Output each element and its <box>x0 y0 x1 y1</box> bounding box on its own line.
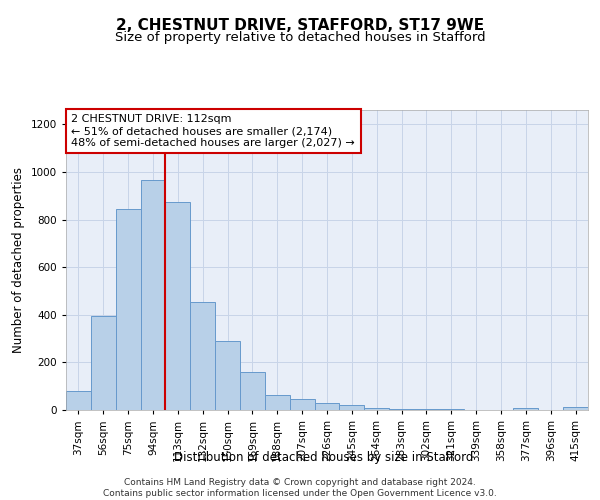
Text: Distribution of detached houses by size in Stafford: Distribution of detached houses by size … <box>175 451 473 464</box>
Bar <box>290 398 314 410</box>
Bar <box>116 209 140 410</box>
Bar <box>66 391 91 410</box>
Bar <box>265 394 290 410</box>
Text: Contains HM Land Registry data © Crown copyright and database right 2024.
Contai: Contains HM Land Registry data © Crown c… <box>103 478 497 498</box>
Bar <box>340 405 364 410</box>
Bar <box>240 372 265 410</box>
Bar <box>314 403 340 410</box>
Bar <box>514 408 538 410</box>
Bar <box>563 407 588 410</box>
Bar <box>140 180 166 410</box>
Y-axis label: Number of detached properties: Number of detached properties <box>12 167 25 353</box>
Text: 2, CHESTNUT DRIVE, STAFFORD, ST17 9WE: 2, CHESTNUT DRIVE, STAFFORD, ST17 9WE <box>116 18 484 32</box>
Bar <box>91 316 116 410</box>
Bar <box>215 341 240 410</box>
Text: Size of property relative to detached houses in Stafford: Size of property relative to detached ho… <box>115 31 485 44</box>
Bar <box>190 302 215 410</box>
Bar <box>166 202 190 410</box>
Text: 2 CHESTNUT DRIVE: 112sqm
← 51% of detached houses are smaller (2,174)
48% of sem: 2 CHESTNUT DRIVE: 112sqm ← 51% of detach… <box>71 114 355 148</box>
Bar <box>364 408 389 410</box>
